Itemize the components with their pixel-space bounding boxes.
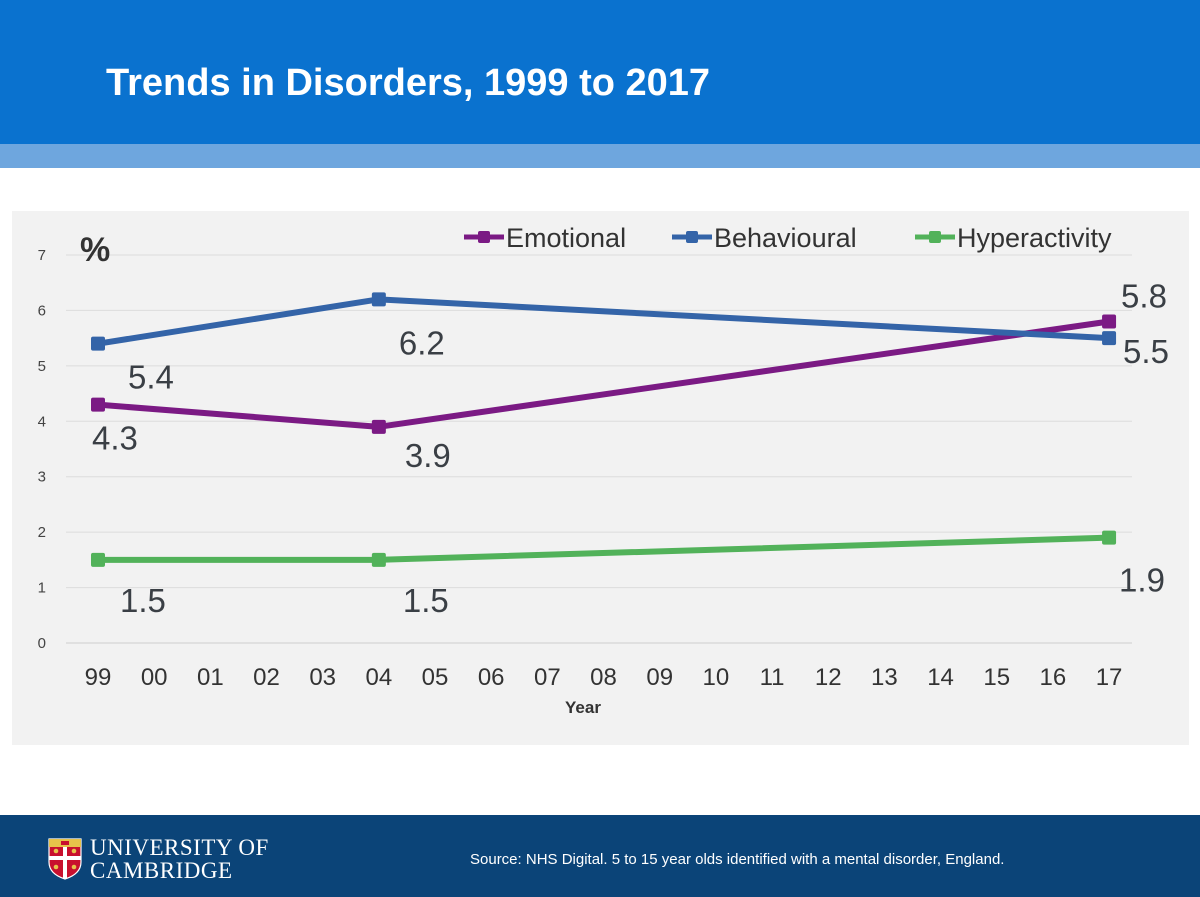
data-label: 1.5 — [120, 582, 166, 619]
x-tick-label: 01 — [197, 664, 224, 691]
x-tick-label: 02 — [253, 664, 280, 691]
data-point-hyperactivity — [91, 552, 105, 567]
university-name-line2: CAMBRIDGE — [90, 858, 233, 883]
slide-title: Trends in Disorders, 1999 to 2017 — [106, 62, 711, 104]
y-tick-label: 5 — [38, 358, 46, 375]
data-point-hyperactivity — [1102, 530, 1117, 545]
x-tick-label: 15 — [983, 664, 1010, 691]
x-tick-label: 12 — [815, 664, 842, 691]
slide-header — [0, 0, 1200, 144]
x-tick-label: 00 — [141, 664, 168, 691]
legend-swatch-marker — [478, 231, 490, 243]
x-tick-label: 03 — [309, 664, 336, 691]
x-tick-label: 17 — [1096, 664, 1123, 691]
y-tick-label: 6 — [38, 302, 46, 319]
data-label: 5.5 — [1123, 333, 1169, 370]
data-label: 5.8 — [1121, 278, 1167, 315]
university-logo: UNIVERSITY OF CAMBRIDGE — [48, 836, 268, 884]
slide-footer — [0, 815, 1200, 897]
y-tick-label: 1 — [38, 580, 46, 597]
data-label: 1.9 — [1119, 562, 1165, 599]
legend-label: Behavioural — [714, 223, 857, 253]
data-point-emotional — [371, 419, 386, 434]
x-tick-label: 16 — [1040, 664, 1067, 691]
y-tick-label: 7 — [38, 247, 46, 264]
x-tick-label: 11 — [760, 664, 785, 691]
series-line-hyperactivity — [98, 534, 1110, 563]
university-name-line1: UNIVERSITY OF — [90, 835, 269, 860]
legend-label: Hyperactivity — [957, 223, 1112, 253]
data-point-behavioural — [1102, 331, 1117, 346]
x-axis-title: Year — [565, 698, 601, 717]
x-tick-label: 05 — [422, 664, 449, 691]
data-label: 4.3 — [92, 420, 138, 457]
x-tick-label: 08 — [590, 664, 617, 691]
data-point-emotional — [1102, 314, 1117, 329]
crest-icon — [48, 838, 82, 880]
university-name: UNIVERSITY OF CAMBRIDGE — [90, 836, 269, 882]
data-point-behavioural — [91, 336, 105, 351]
data-label: 6.2 — [399, 324, 445, 361]
data-label: 5.4 — [128, 359, 174, 396]
data-point-emotional — [91, 397, 105, 412]
data-label: 3.9 — [405, 437, 451, 474]
x-tick-label: 06 — [478, 664, 505, 691]
legend-swatch-marker — [686, 231, 698, 243]
x-tick-label: 99 — [85, 664, 112, 691]
x-tick-label: 14 — [927, 664, 954, 691]
x-tick-label: 09 — [646, 664, 673, 691]
header-stripe — [0, 144, 1200, 168]
x-tick-label: 04 — [365, 664, 392, 691]
data-point-behavioural — [371, 292, 386, 307]
source-note: Source: NHS Digital. 5 to 15 year olds i… — [470, 851, 1005, 868]
legend-label: Emotional — [506, 223, 626, 253]
legend-swatch-marker — [929, 231, 941, 243]
chart-panel: 0 1 2 3 4 5 6 7 99 00 01 02 03 04 05 06 07 08 09 10 11 12 13 14… — [12, 211, 1189, 745]
y-tick-label: 3 — [38, 469, 46, 486]
data-label: 1.5 — [403, 582, 449, 619]
y-tick-label: 2 — [38, 524, 46, 541]
x-tick-label: 10 — [703, 664, 730, 691]
x-tick-label: 13 — [871, 664, 898, 691]
y-tick-label: 4 — [38, 413, 46, 430]
x-tick-label: 07 — [534, 664, 561, 691]
series-line-behavioural — [97, 296, 1110, 347]
y-axis-title: % — [80, 231, 110, 269]
series-line-emotional — [97, 318, 1110, 430]
y-tick-label: 0 — [38, 635, 46, 652]
data-point-hyperactivity — [371, 552, 386, 567]
